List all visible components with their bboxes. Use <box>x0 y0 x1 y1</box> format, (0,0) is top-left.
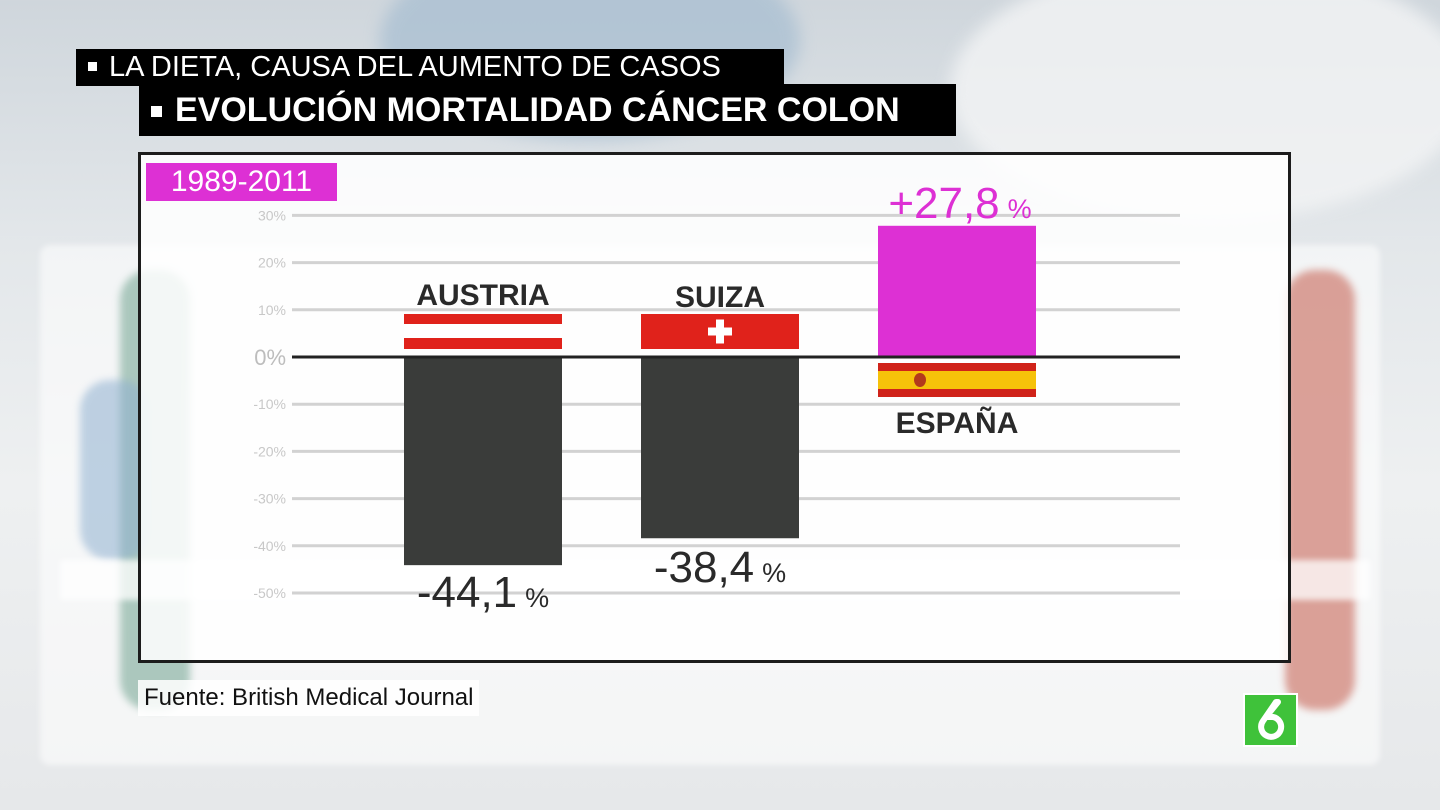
source-caption: Fuente: British Medical Journal <box>138 680 480 716</box>
coat-of-arms-icon <box>914 373 926 387</box>
y-tick-label: -40% <box>253 538 286 554</box>
bar <box>641 357 799 539</box>
switzerland-flag-icon <box>641 314 799 349</box>
background-tube <box>1285 270 1355 710</box>
six-logo-icon <box>1258 699 1285 740</box>
flag-stripe-white <box>404 324 562 338</box>
data-label: +27,8% <box>888 179 1031 228</box>
data-label: -38,4% <box>654 543 786 592</box>
headline-primary-text: LA DIETA, CAUSA DEL AUMENTO DE CASOS <box>109 51 721 83</box>
y-tick-label: 0% <box>254 345 286 370</box>
y-tick-label: -10% <box>253 396 286 412</box>
bullet-icon <box>88 61 97 71</box>
y-tick-label: -30% <box>253 491 286 507</box>
y-tick-label: 30% <box>258 207 286 223</box>
category-label: ESPAÑA <box>896 406 1019 440</box>
channel-logo <box>1243 693 1298 747</box>
y-tick-label: -20% <box>253 443 286 459</box>
headline-secondary: EVOLUCIÓN MORTALIDAD CÁNCER COLON <box>139 84 956 136</box>
bar <box>404 357 562 566</box>
y-tick-label: -50% <box>253 585 286 601</box>
headline-secondary-text: EVOLUCIÓN MORTALIDAD CÁNCER COLON <box>175 91 900 129</box>
spain-flag-icon <box>878 363 1036 397</box>
bar <box>878 225 1036 357</box>
flag-stripe-yellow <box>878 371 1036 389</box>
headline-primary: LA DIETA, CAUSA DEL AUMENTO DE CASOS <box>76 49 784 86</box>
category-label: SUIZA <box>675 281 765 314</box>
data-label: -44,1% <box>417 568 549 617</box>
period-badge: 1989-2011 <box>146 163 337 201</box>
flag-cross-horizontal <box>708 327 732 336</box>
y-tick-label: 10% <box>258 302 286 318</box>
bullet-icon <box>151 105 162 117</box>
austria-flag-icon <box>404 314 562 349</box>
category-label: AUSTRIA <box>416 279 549 312</box>
y-tick-label: 20% <box>258 255 286 271</box>
